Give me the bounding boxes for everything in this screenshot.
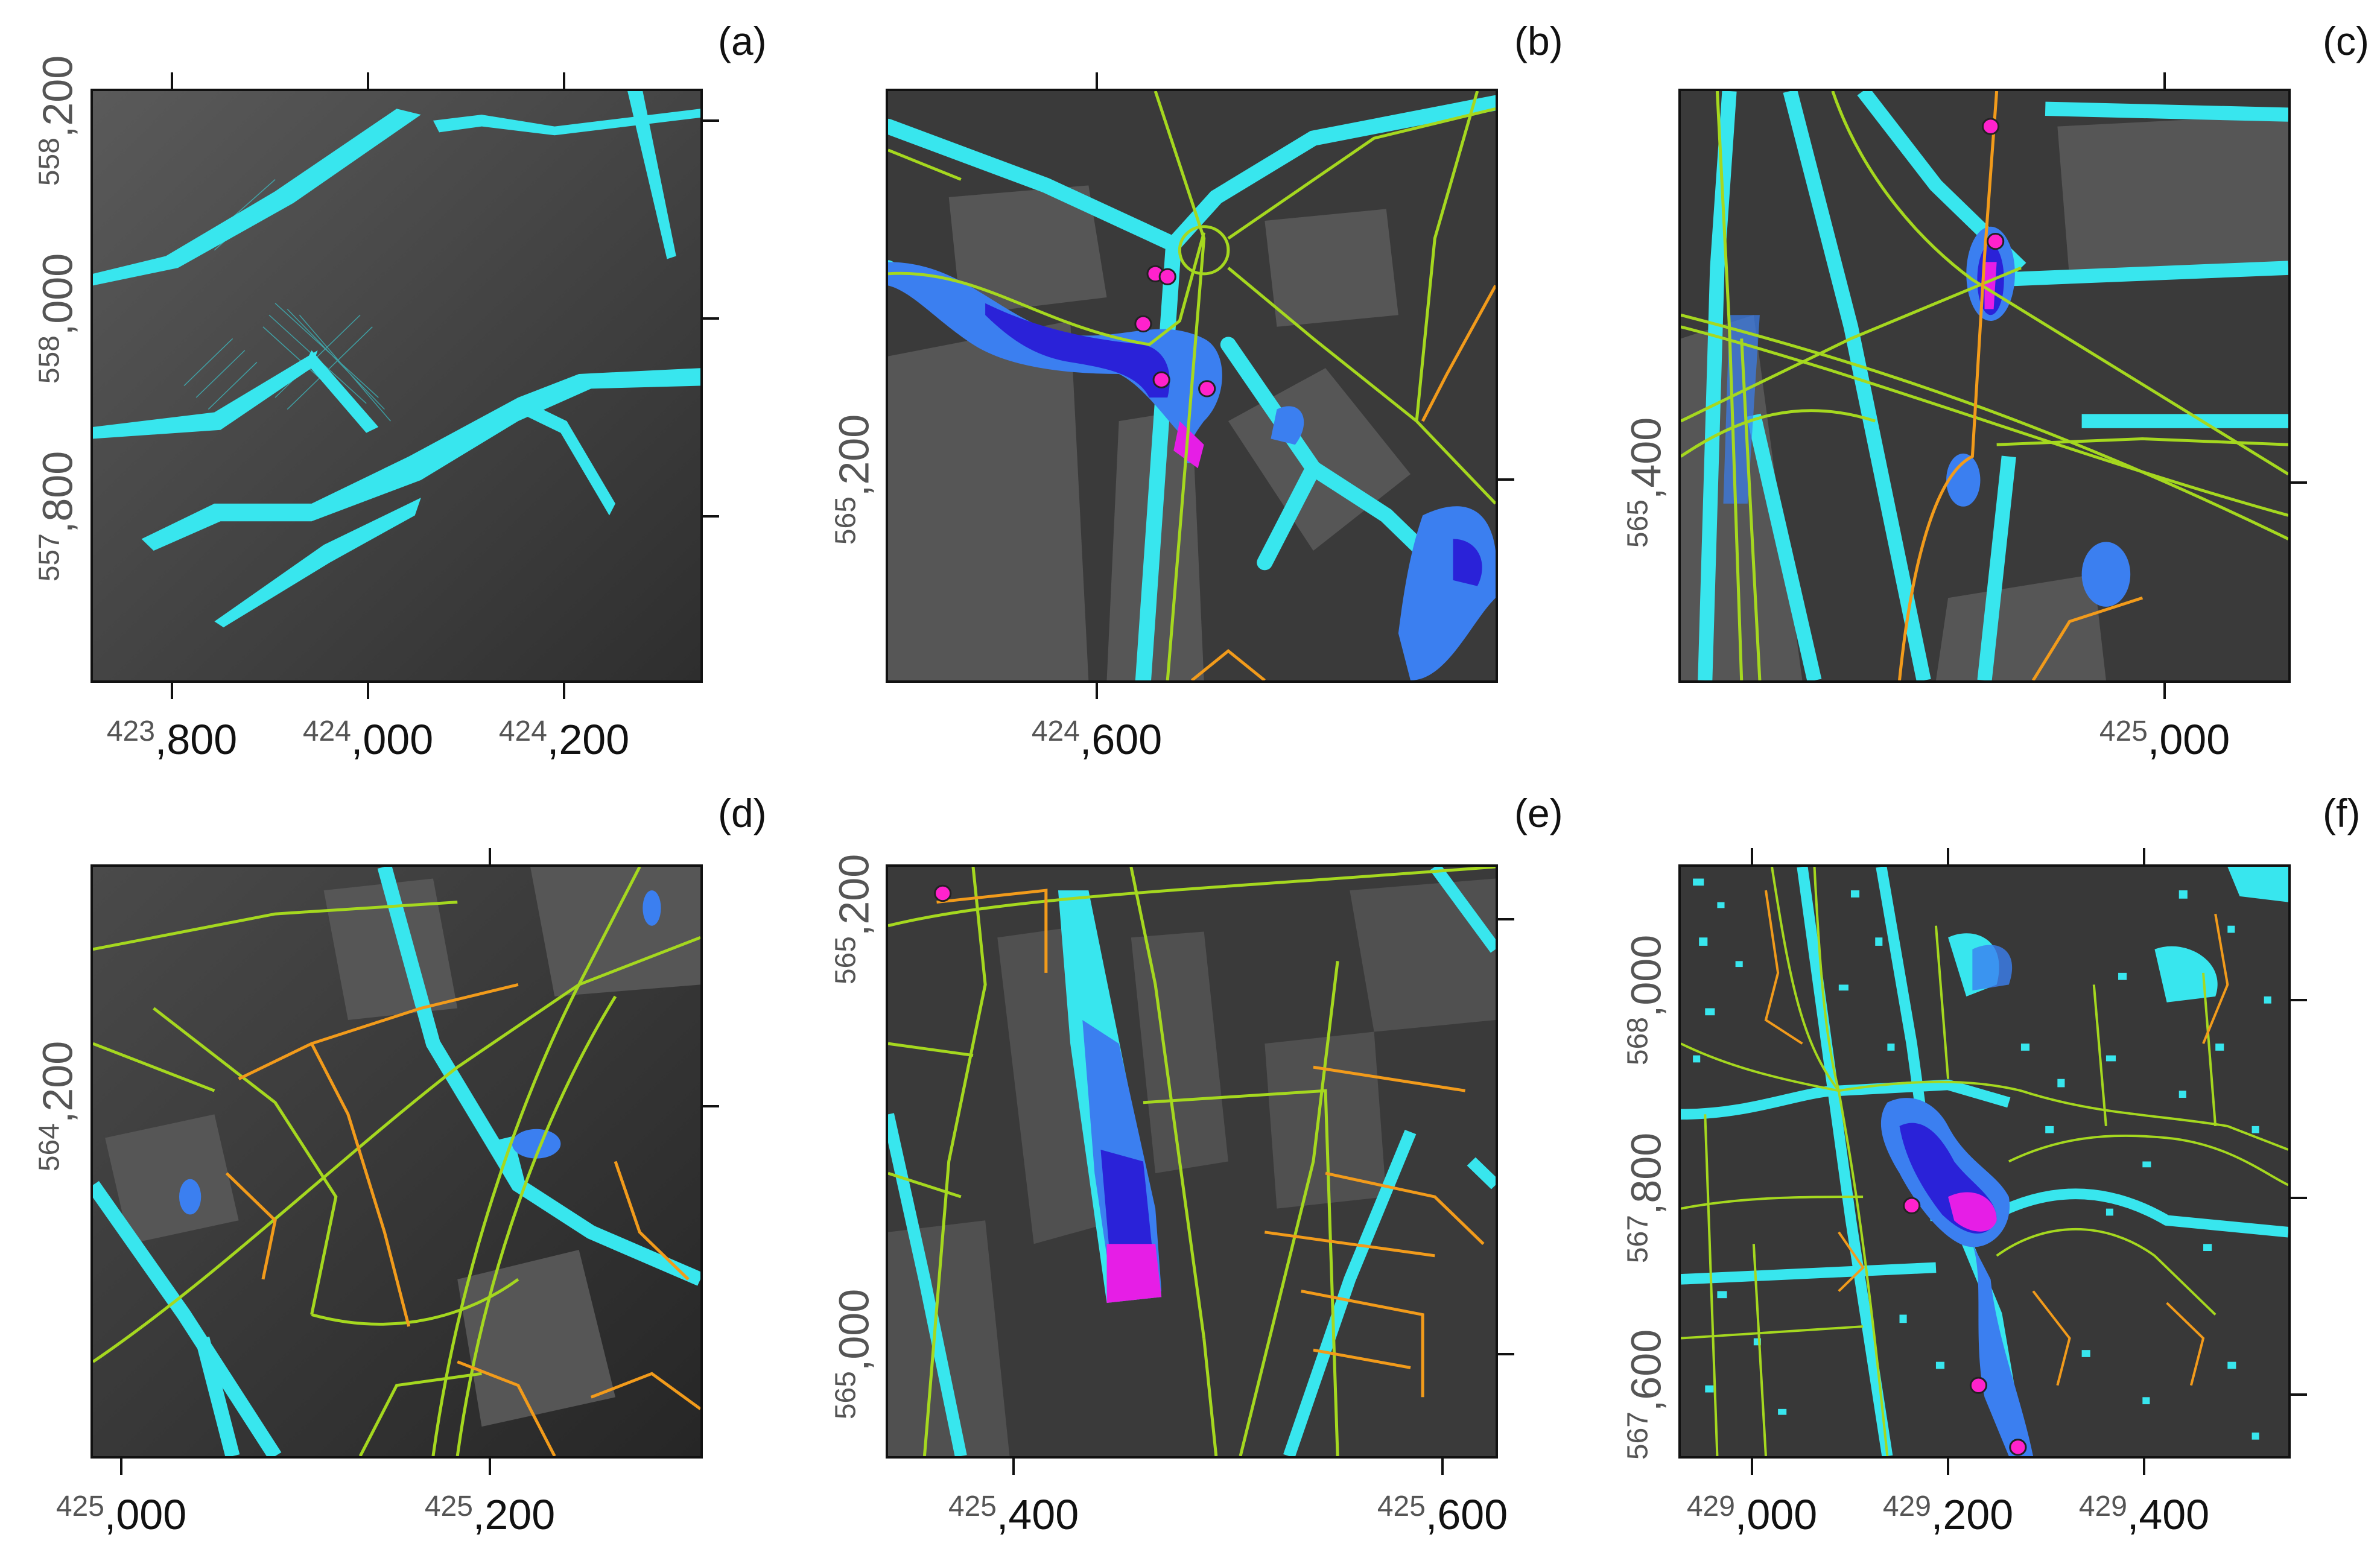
y-tick-label: 565,400 bbox=[1622, 417, 1670, 548]
map-e bbox=[886, 864, 1498, 1459]
road-layer bbox=[1681, 91, 2288, 680]
panel-label-f: (f) bbox=[2323, 791, 2361, 835]
y-tick-label: 567,800 bbox=[1622, 1132, 1670, 1264]
marker-layer bbox=[1134, 265, 1216, 398]
x-tick-label: 425,200 bbox=[424, 1490, 556, 1538]
x-tick-label: 425,000 bbox=[56, 1490, 187, 1538]
map-f-canvas bbox=[1681, 867, 2288, 1456]
map-b-canvas bbox=[888, 91, 1496, 680]
y-tick-label: 564,200 bbox=[33, 1041, 81, 1172]
panel-label-b: (b) bbox=[1514, 19, 1563, 63]
map-c-canvas bbox=[1681, 91, 2288, 680]
flood-water-layer bbox=[1880, 945, 2034, 1456]
y-tick-label: 568,000 bbox=[1622, 934, 1670, 1066]
road-layer bbox=[1681, 867, 2288, 1456]
flood-water-layer bbox=[888, 262, 1496, 680]
shallow-water-layer bbox=[888, 867, 1496, 1456]
panel-label-e: (e) bbox=[1514, 791, 1563, 835]
road-layer bbox=[888, 91, 1496, 680]
y-tick-label: 558,000 bbox=[33, 253, 81, 384]
flood-water-layer bbox=[1058, 890, 1162, 1303]
y-tick-label: 558,200 bbox=[33, 55, 81, 186]
x-tick-label: 429,200 bbox=[1882, 1490, 2014, 1538]
x-tick-label: 429,000 bbox=[1686, 1490, 1818, 1538]
map-e-canvas bbox=[888, 867, 1496, 1456]
map-b bbox=[886, 89, 1498, 683]
map-c bbox=[1678, 89, 2291, 683]
flood-water-layer bbox=[179, 890, 661, 1215]
x-tick-label: 429,400 bbox=[2078, 1490, 2210, 1538]
y-tick-label: 567,600 bbox=[1622, 1329, 1670, 1460]
x-tick-label: 423,800 bbox=[106, 715, 238, 763]
x-tick-label: 425,600 bbox=[1377, 1490, 1508, 1538]
y-tick-label: 565,200 bbox=[830, 854, 878, 985]
y-tick-label: 565,200 bbox=[830, 414, 878, 545]
crosshatch-layer bbox=[183, 179, 392, 422]
map-a bbox=[90, 89, 703, 683]
road-layer bbox=[93, 867, 700, 1456]
map-d bbox=[90, 864, 703, 1459]
x-tick-label: 424,600 bbox=[1031, 715, 1163, 763]
shallow-water-layer bbox=[93, 867, 700, 1456]
marker-layer bbox=[1903, 1197, 2027, 1456]
map-f bbox=[1678, 864, 2291, 1459]
road-layer bbox=[888, 867, 1496, 1456]
x-tick-label: 424,000 bbox=[302, 715, 434, 763]
panel-label-d: (d) bbox=[718, 791, 767, 835]
marker-layer bbox=[934, 884, 952, 902]
y-tick-label: 557,800 bbox=[33, 451, 81, 582]
map-a-canvas bbox=[93, 91, 700, 680]
map-d-canvas bbox=[93, 867, 700, 1456]
marker-layer bbox=[1981, 118, 2005, 250]
minor-road-layer bbox=[1764, 890, 2229, 1386]
panel-label-a: (a) bbox=[718, 19, 767, 63]
panel-label-c: (c) bbox=[2323, 19, 2369, 63]
x-tick-label: 425,400 bbox=[948, 1490, 1079, 1538]
x-tick-label: 424,200 bbox=[498, 715, 630, 763]
x-tick-label: 425,000 bbox=[2099, 715, 2230, 763]
y-tick-label: 565,000 bbox=[830, 1288, 878, 1420]
